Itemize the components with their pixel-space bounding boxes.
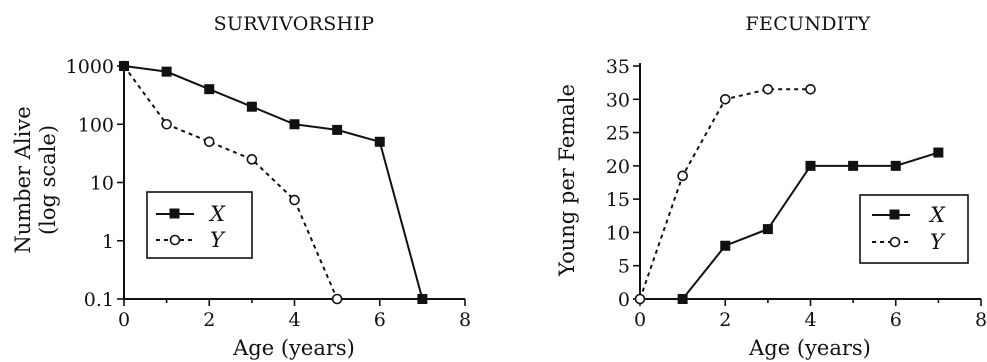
data-point-x (677, 294, 688, 304)
y-tick-label: 25 (606, 123, 630, 145)
axis-ticks: 0 2 4 6 8 35 30 25 20 15 10 5 0 (606, 56, 987, 331)
legend: X Y (859, 194, 969, 264)
y-tick-label: 35 (606, 56, 630, 78)
data-point-x (890, 160, 901, 171)
x-tick-label: 2 (719, 309, 731, 331)
data-point-x (289, 119, 300, 130)
y-tick-label: 10 (90, 173, 114, 195)
data-point-x (848, 160, 859, 171)
data-point-y (203, 136, 215, 148)
data-point-y (677, 170, 688, 182)
y-axis-title-text: Young per Female (555, 84, 579, 277)
chart-title: FECUNDITY (746, 13, 871, 35)
data-point-y (805, 84, 816, 95)
legend-box (859, 194, 969, 264)
data-point-x (161, 66, 172, 77)
x-tick-label: 4 (288, 309, 300, 331)
legend-label-x: X (208, 202, 226, 226)
legend-label-x: X (928, 203, 946, 227)
y-tick-label: 20 (606, 156, 630, 178)
data-point-y (719, 93, 731, 105)
chart-title: SURVIVORSHIP (214, 13, 375, 35)
data-point-y (331, 293, 343, 305)
data-point-x (119, 61, 129, 71)
data-point-x (246, 101, 257, 112)
x-tick-label: 8 (975, 309, 987, 331)
y-tick-label: 10 (606, 222, 630, 244)
y-tick-label: 0.1 (84, 289, 114, 311)
data-point-y (289, 194, 300, 206)
y-tick-label: 30 (606, 89, 630, 111)
y-tick-label: 5 (618, 256, 630, 278)
survivorship-chart: SURVIVORSHIP Number Alive (log scale) Ag… (11, 13, 471, 360)
legend: X Y (146, 191, 253, 259)
x-tick-label: 6 (890, 309, 902, 331)
legend-marker-y (889, 236, 901, 248)
x-axis-title: Age (years) (232, 336, 355, 360)
x-tick-label: 8 (459, 309, 471, 331)
y-tick-label: 15 (606, 189, 630, 211)
data-point-x (204, 84, 215, 95)
data-point-x (720, 240, 731, 251)
legend-marker-x (889, 209, 900, 220)
fecundity-chart: FECUNDITY Young per Female Age (years) 0… (555, 13, 987, 360)
series-layer (634, 84, 944, 305)
legend-label-y: Y (930, 230, 946, 254)
series-line-x (123, 65, 424, 300)
data-point-x (374, 136, 385, 147)
data-point-x (805, 160, 816, 171)
data-point-y (762, 84, 774, 95)
x-tick-label: 6 (374, 309, 386, 331)
y-tick-label: 1000 (66, 56, 114, 78)
x-tick-label: 2 (203, 309, 215, 331)
y-axis-title: Young per Female (555, 84, 579, 277)
data-point-x (417, 294, 428, 304)
y-tick-label: 100 (78, 114, 114, 136)
data-point-x (762, 224, 773, 235)
axis-ticks: 0 2 4 6 8 1000 100 10 1 0.1 (66, 56, 471, 331)
x-tick-label: 4 (804, 309, 816, 331)
series-line-y (639, 88, 811, 300)
legend-box (146, 191, 253, 259)
legend-marker-y (169, 234, 181, 246)
data-point-y (634, 293, 646, 305)
data-point-x (933, 147, 944, 158)
y-axis-title: Number Alive (log scale) (11, 106, 60, 253)
legend-marker-x (169, 208, 180, 219)
x-axis-title: Age (years) (748, 336, 871, 360)
y-axis-title-line-1: Number Alive (11, 106, 35, 253)
series-layer (118, 60, 428, 305)
y-tick-label: 1 (102, 231, 114, 253)
legend-label-y: Y (210, 228, 226, 252)
x-tick-label: 0 (118, 309, 130, 331)
y-tick-label: 0 (618, 289, 630, 311)
data-point-y (161, 118, 172, 130)
data-point-y (246, 154, 258, 165)
x-tick-label: 0 (634, 309, 646, 331)
y-axis-title-line-2: (log scale) (36, 125, 60, 235)
series-line-y (123, 65, 339, 300)
data-point-x (332, 124, 343, 135)
